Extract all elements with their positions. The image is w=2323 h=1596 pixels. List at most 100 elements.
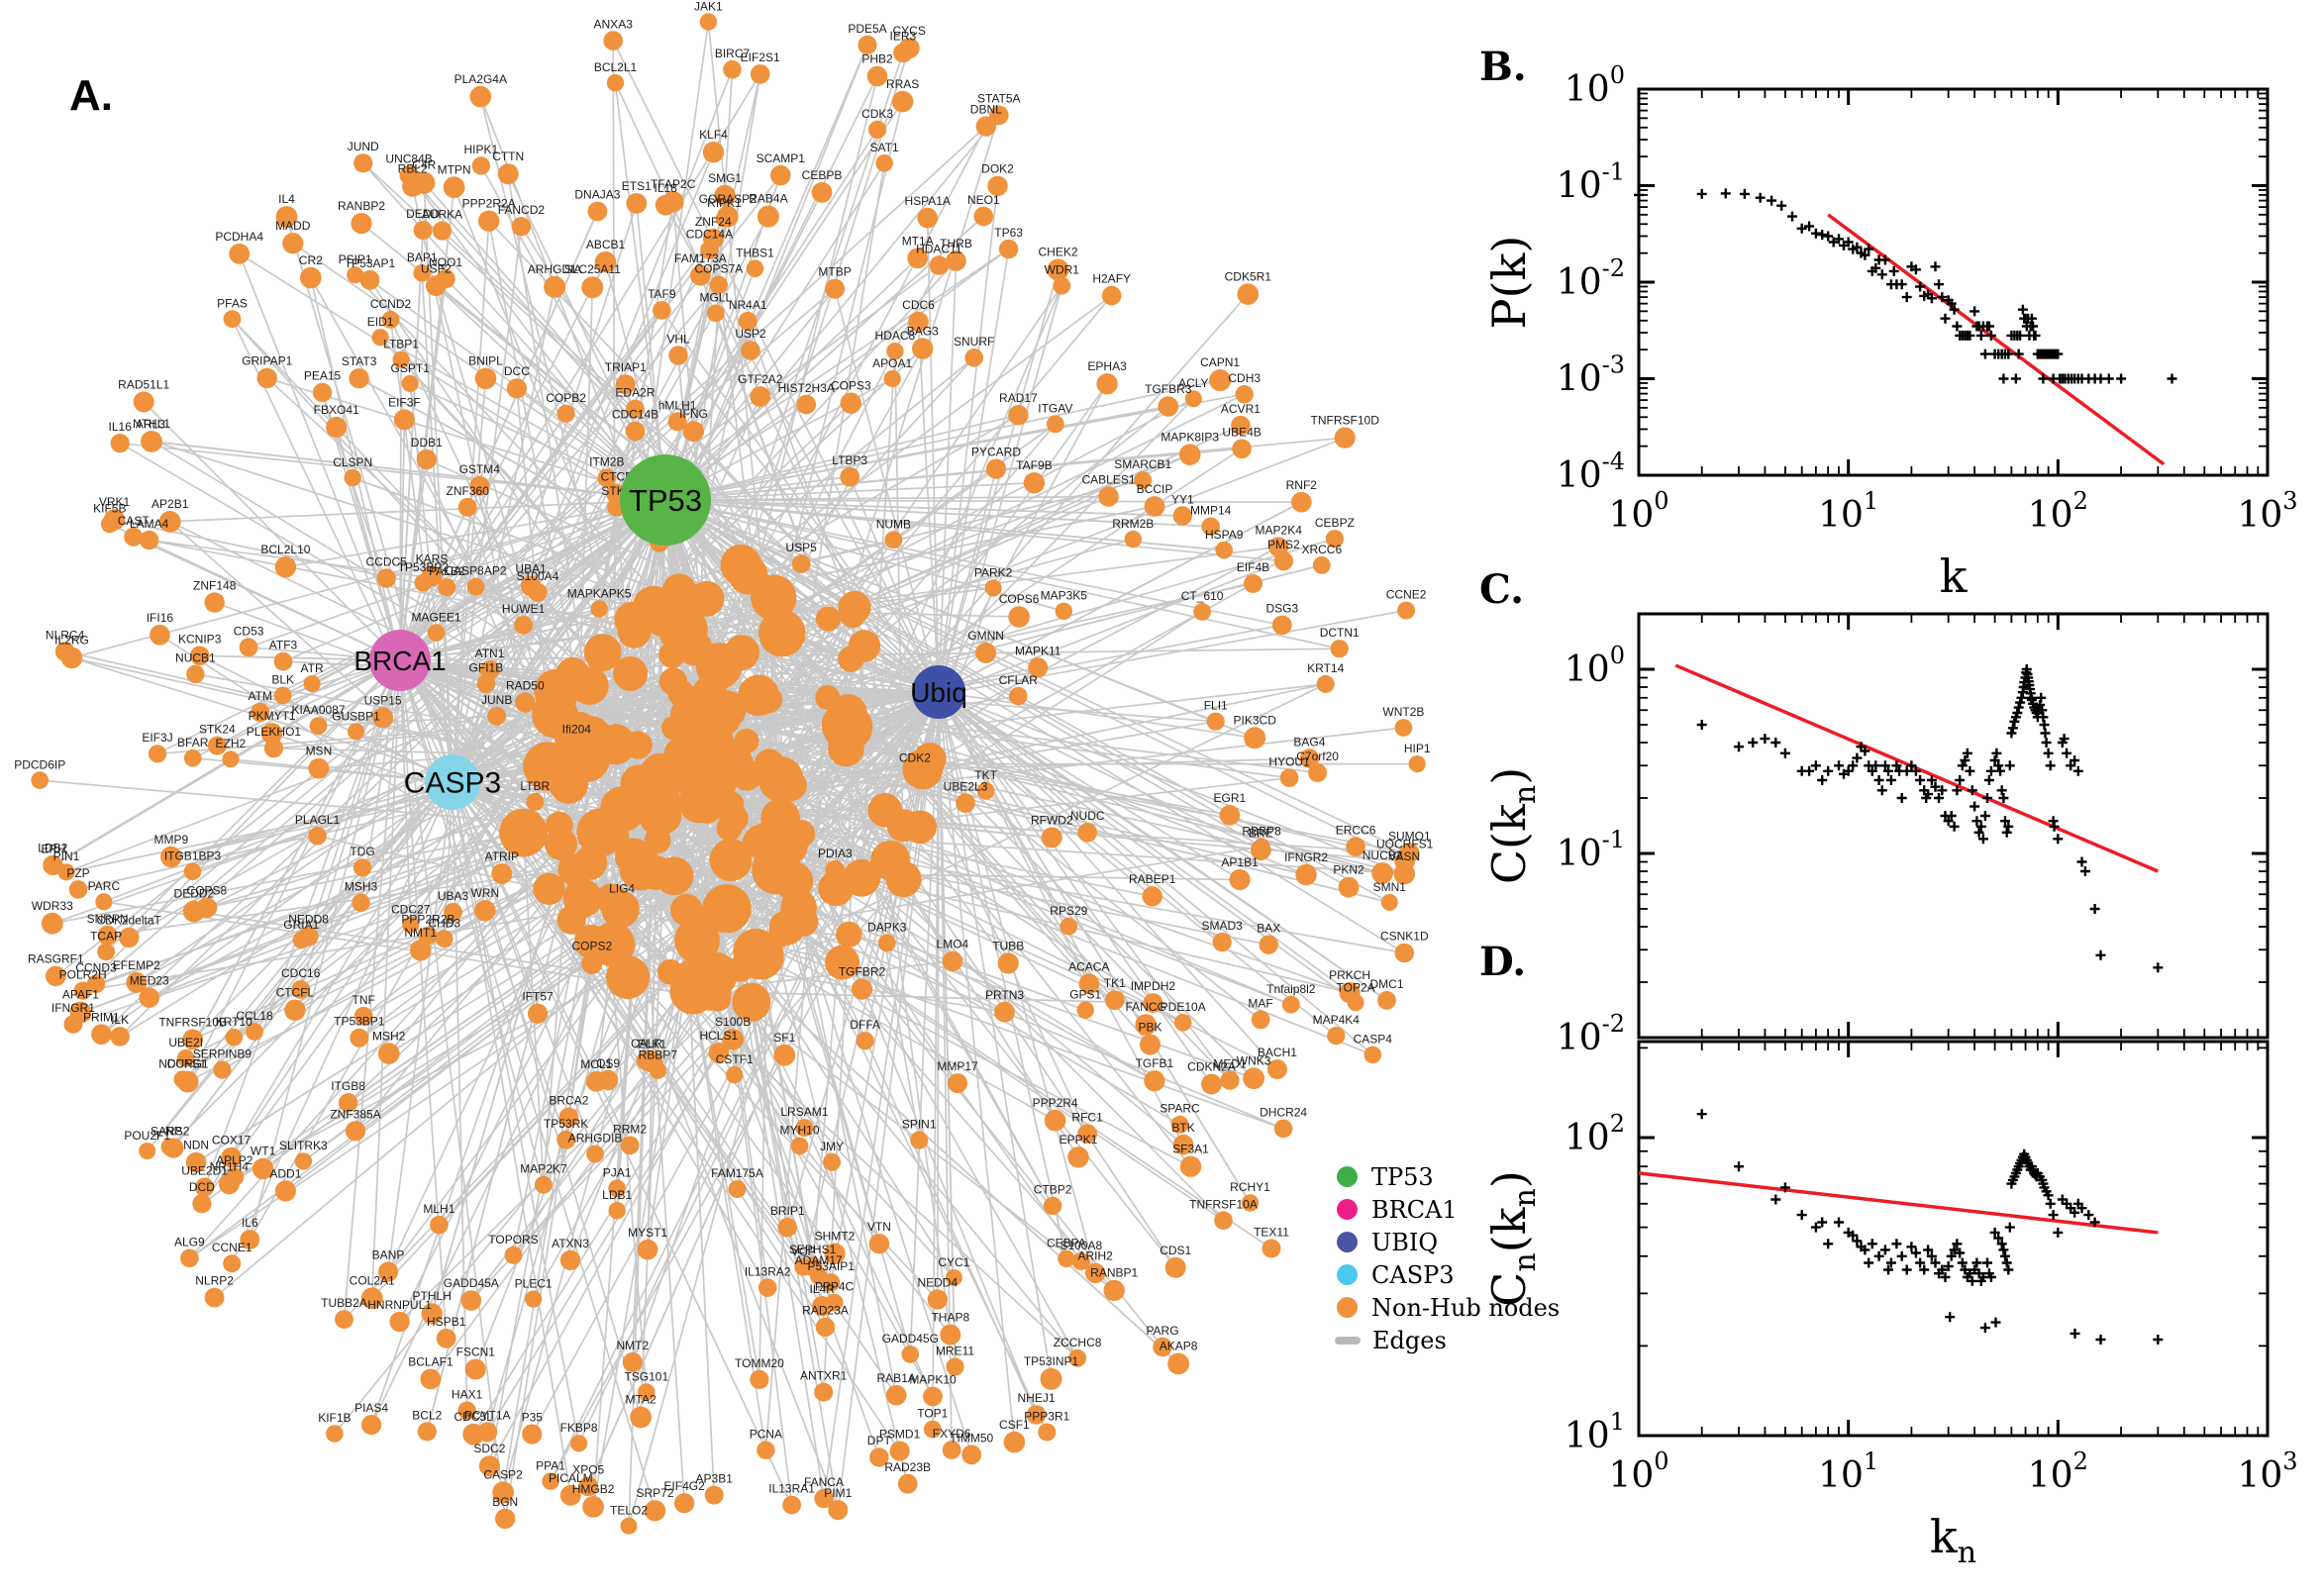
legend-item-non-hub: Non-Hub nodes [1337, 1291, 1560, 1324]
network-node [240, 1230, 260, 1249]
node-label: CSF1 [999, 1418, 1030, 1432]
node-label: POU2F1 [124, 1129, 170, 1143]
network-node [444, 902, 462, 922]
network-node [1291, 491, 1312, 513]
node-label: TGFB1 [1136, 1056, 1174, 1070]
network-node [185, 1151, 207, 1173]
network-node [192, 1194, 212, 1214]
svg-text:100: 100 [1565, 61, 1625, 110]
node-label: GFI1B [469, 660, 504, 674]
network-node [1209, 369, 1232, 392]
node-label: CCNG1 [167, 1057, 209, 1071]
network-node [868, 1234, 890, 1254]
network-node [622, 1351, 643, 1372]
node-label: DFFA [850, 1018, 880, 1032]
node-label: ZNF148 [193, 578, 237, 592]
network-node [885, 1384, 907, 1406]
legend-edge-swatch [1335, 1336, 1361, 1345]
network-node [545, 828, 577, 861]
network-node [637, 1239, 658, 1260]
svg-text:10-1: 10-1 [1557, 158, 1625, 207]
network-node [545, 746, 580, 781]
node-label: CCNE2 [1386, 588, 1427, 602]
network-node [1253, 838, 1270, 855]
legend-swatch-tp53 [1337, 1166, 1358, 1187]
network-node [1040, 1367, 1062, 1390]
node-label: THAP8 [931, 1311, 969, 1325]
node-label: GTF2A2 [738, 372, 783, 386]
node-label: BRIP1 [770, 1204, 805, 1218]
node-label: MT1A [902, 235, 934, 249]
network-node [471, 156, 490, 175]
x-axis-title: k [1940, 549, 1969, 603]
node-label: H2AFY [1092, 272, 1131, 286]
network-node [558, 1107, 579, 1128]
node-label: MYH10 [779, 1124, 819, 1138]
node-label: PHB2 [861, 52, 893, 66]
network-node [207, 736, 227, 755]
node-label: KRT14 [1307, 661, 1344, 675]
network-node [825, 859, 846, 880]
network-node [252, 1157, 274, 1180]
node-label: FANCA [804, 1475, 844, 1489]
node-label: ARHGDIA [528, 262, 582, 276]
node-label: ATR [301, 661, 324, 675]
network-node [791, 554, 811, 573]
network-node [583, 634, 622, 671]
svg-text:100: 100 [1608, 1447, 1668, 1496]
node-label: KIF5B [93, 502, 126, 516]
node-label: PRKCH [1329, 968, 1370, 982]
network-node [818, 870, 855, 907]
network-node [438, 578, 456, 597]
node-label: ABCB1 [586, 238, 626, 251]
node-label: ACVR1 [1221, 402, 1261, 416]
svg-text:102: 102 [2028, 487, 2088, 536]
node-label: CAPN1 [1200, 355, 1240, 369]
network-node [478, 1455, 500, 1477]
node-label: ATXN3 [552, 1237, 589, 1250]
network-node [1397, 601, 1416, 620]
node-label: CASP4 [1354, 1033, 1393, 1047]
node-label: CDH3 [1228, 371, 1261, 385]
network-node [948, 1073, 967, 1094]
network-node [1103, 1279, 1125, 1302]
node-label: PCYT1A [464, 1409, 511, 1423]
legend-label: CASP3 [1371, 1260, 1455, 1289]
network-node [1060, 918, 1078, 936]
network-node [63, 1015, 83, 1034]
network-node [620, 1136, 640, 1155]
node-label: PKN2 [1333, 863, 1364, 877]
node-label: Ifi204 [562, 723, 592, 737]
node-label: HSPB1 [427, 1315, 466, 1329]
network-node [868, 120, 887, 139]
node-label: BRE [1249, 826, 1273, 840]
network-node [927, 1289, 948, 1310]
network-node [984, 579, 1002, 597]
node-label: TP63 [994, 226, 1023, 240]
node-label: MLH1 [423, 1202, 454, 1216]
node-label: BCCIP [1137, 482, 1173, 496]
node-label: MMP9 [153, 833, 188, 847]
node-label: CTBP2 [1034, 1183, 1072, 1197]
network-node [345, 1121, 366, 1142]
node-label: PDIA3 [818, 847, 853, 860]
node-label: AP1B1 [1221, 855, 1259, 869]
network-node [1077, 823, 1097, 843]
node-label: IL2RG [54, 634, 89, 648]
node-label: EID1 [367, 315, 394, 329]
network-node [1144, 496, 1165, 517]
node-label: UNC84B [385, 151, 432, 165]
network-node [354, 1006, 373, 1026]
node-label: IL4 [278, 192, 295, 206]
network-node [139, 530, 159, 550]
network-node [728, 1180, 747, 1198]
network-node [414, 573, 433, 592]
network-node [477, 1422, 498, 1443]
node-label: UQCRFS1 [1376, 838, 1434, 851]
node-label: SNURF [954, 335, 994, 349]
network-node [559, 1249, 581, 1270]
node-label: WNK3 [1237, 1053, 1271, 1067]
node-label: KCNIP3 [178, 633, 222, 647]
node-label: MAPK10 [909, 1373, 957, 1387]
network-node [1380, 893, 1398, 911]
